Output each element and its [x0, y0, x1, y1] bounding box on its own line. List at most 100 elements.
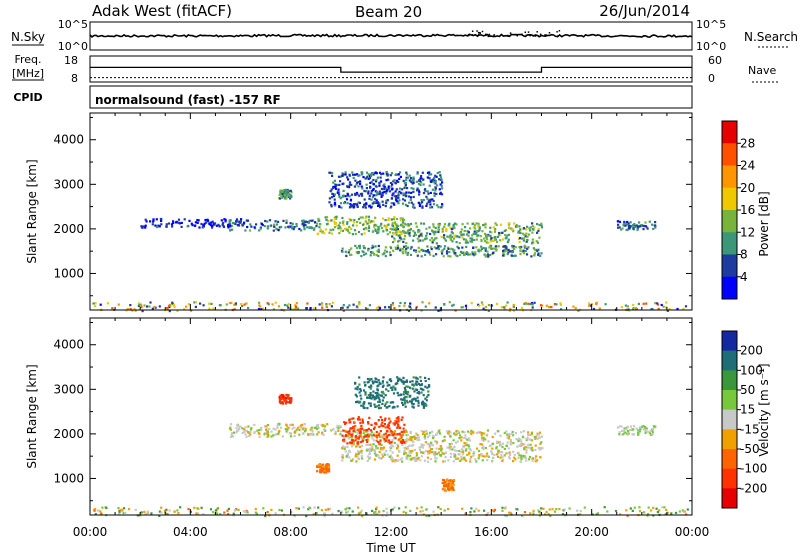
power-cell: [230, 301, 233, 304]
velocity-cell: [266, 431, 270, 434]
power-cell: [391, 303, 395, 306]
velocity-cell: [409, 458, 412, 461]
velocity-cell: [379, 448, 382, 451]
power-cell: [454, 222, 457, 225]
velocity-cell: [428, 449, 431, 452]
power-cell: [477, 234, 480, 237]
velocity-cell: [523, 447, 526, 450]
velocity-cell: [376, 447, 379, 450]
velocity-cell: [280, 397, 283, 400]
power-cell: [531, 222, 534, 225]
velocity-cell: [402, 393, 405, 396]
power-cell: [234, 222, 237, 225]
power-cell: [493, 230, 497, 233]
velocity-cell: [227, 507, 230, 510]
velocity-cell: [346, 434, 349, 438]
velocity-cell: [420, 455, 423, 458]
power-cell: [243, 303, 246, 306]
velocity-cell: [385, 436, 388, 439]
velocity-cell: [377, 433, 380, 437]
velocity-cell: [282, 398, 285, 401]
power-cell: [464, 304, 468, 307]
velocity-cell: [424, 437, 427, 440]
velocity-cell: [325, 471, 328, 474]
velocity-cell: [279, 394, 282, 397]
velocity-cell: [481, 459, 484, 462]
velocity-cell: [383, 452, 386, 455]
velocity-cell: [355, 437, 358, 440]
velocity-cell: [266, 435, 269, 438]
power-cell: [170, 223, 174, 226]
power-cell: [330, 196, 334, 199]
power-cell: [394, 173, 397, 176]
power-cell: [369, 221, 372, 224]
power-cell: [277, 229, 280, 232]
power-cell: [285, 188, 288, 191]
velocity-cell: [415, 459, 418, 462]
power-cell: [394, 190, 397, 193]
velocity-cell: [411, 436, 414, 439]
power-cell: [144, 218, 147, 221]
velocity-cell: [532, 512, 535, 515]
power-cell: [229, 223, 232, 226]
power-cell: [392, 241, 395, 244]
power-cell: [523, 233, 526, 236]
power-cell: [330, 305, 333, 308]
power-cell: [511, 250, 515, 254]
power-cell: [524, 245, 527, 248]
power-colorbar-label: Power [dB]: [757, 191, 771, 256]
power-cell: [553, 303, 556, 306]
power-cell: [328, 231, 331, 234]
noise-search-point: [471, 34, 474, 36]
power-cell: [466, 222, 469, 225]
power-cell: [258, 229, 261, 232]
velocity-cell: [420, 445, 423, 448]
power-cell: [372, 226, 376, 229]
colorbar-tick-label: -100: [740, 462, 767, 476]
power-cell: [487, 241, 490, 244]
velocity-cell: [519, 438, 522, 441]
velocity-cell: [390, 429, 393, 433]
velocity-cell: [656, 510, 659, 514]
power-cell: [418, 193, 421, 196]
freq-left-tick-bottom: 8: [71, 72, 78, 85]
freq-label-2: [MHz]: [12, 67, 44, 80]
noise-search-point: [490, 35, 492, 37]
power-cell: [487, 255, 490, 258]
velocity-cell: [393, 441, 396, 444]
velocity-cell: [378, 398, 381, 401]
power-cell: [518, 246, 521, 249]
power-cell: [507, 240, 510, 243]
velocity-cell: [501, 458, 505, 461]
velocity-cell: [370, 377, 373, 381]
power-cell: [531, 241, 534, 244]
power-cell: [481, 230, 484, 233]
power-cell: [334, 187, 337, 190]
power-cell: [305, 307, 308, 310]
velocity-cell: [146, 510, 149, 513]
power-cell: [308, 226, 311, 230]
power-cell: [537, 248, 540, 251]
power-cell: [356, 220, 359, 224]
velocity-cell: [443, 439, 446, 442]
power-cell: [273, 223, 276, 226]
velocity-cell: [480, 436, 484, 439]
velocity-cell: [327, 465, 330, 469]
power-cell: [666, 309, 669, 312]
power-cell: [420, 234, 423, 237]
velocity-cell: [369, 443, 372, 446]
velocity-cell: [356, 388, 359, 391]
power-cell: [448, 301, 451, 304]
power-cell: [624, 224, 627, 227]
power-cell: [574, 307, 577, 310]
power-cell: [498, 231, 501, 235]
velocity-cell: [144, 513, 147, 516]
power-cell: [398, 187, 402, 190]
power-cell: [418, 229, 421, 232]
power-cell: [452, 250, 455, 253]
power-cell: [540, 252, 543, 255]
velocity-cell: [603, 506, 606, 509]
power-cell: [396, 248, 399, 251]
velocity-cell: [416, 436, 419, 439]
power-cell: [141, 226, 144, 229]
